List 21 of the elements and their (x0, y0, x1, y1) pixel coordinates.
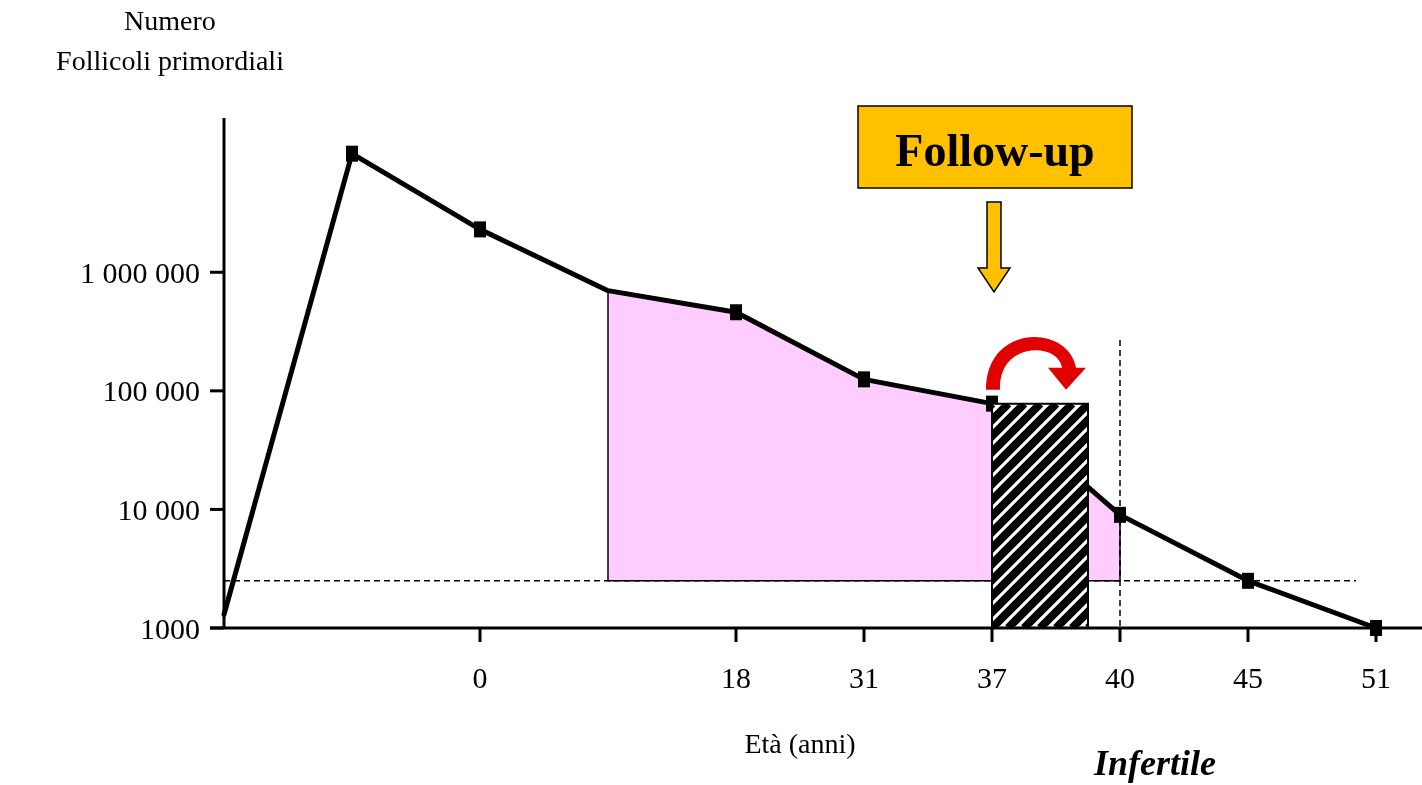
point (1114, 506, 1126, 523)
x-tick-label: 31 (849, 661, 879, 694)
x-axis-title: Età (anni) (744, 728, 856, 759)
annotation: Follow-up (895, 125, 1095, 176)
x-tick-label: 51 (1361, 661, 1391, 694)
x-tick-label: 45 (1233, 661, 1263, 694)
x-tick-label: 0 (472, 661, 488, 694)
point (730, 304, 742, 321)
y-tick-label: 10 000 (117, 492, 200, 526)
x-tick-label: 18 (721, 661, 751, 694)
y-tick-label: 100 000 (102, 374, 200, 408)
y-tick-label: 1 000 000 (80, 255, 200, 289)
point (474, 221, 486, 238)
x-tick-label: 40 (1105, 661, 1135, 694)
point (1242, 572, 1254, 589)
x-tick-label: 37 (977, 661, 1007, 694)
text: Infertile (1093, 743, 1217, 783)
point (346, 145, 358, 162)
y-axis-title: Numero Follicoli primordiali (56, 5, 285, 76)
y-tick-label: 1000 (140, 611, 200, 645)
point (858, 371, 870, 388)
